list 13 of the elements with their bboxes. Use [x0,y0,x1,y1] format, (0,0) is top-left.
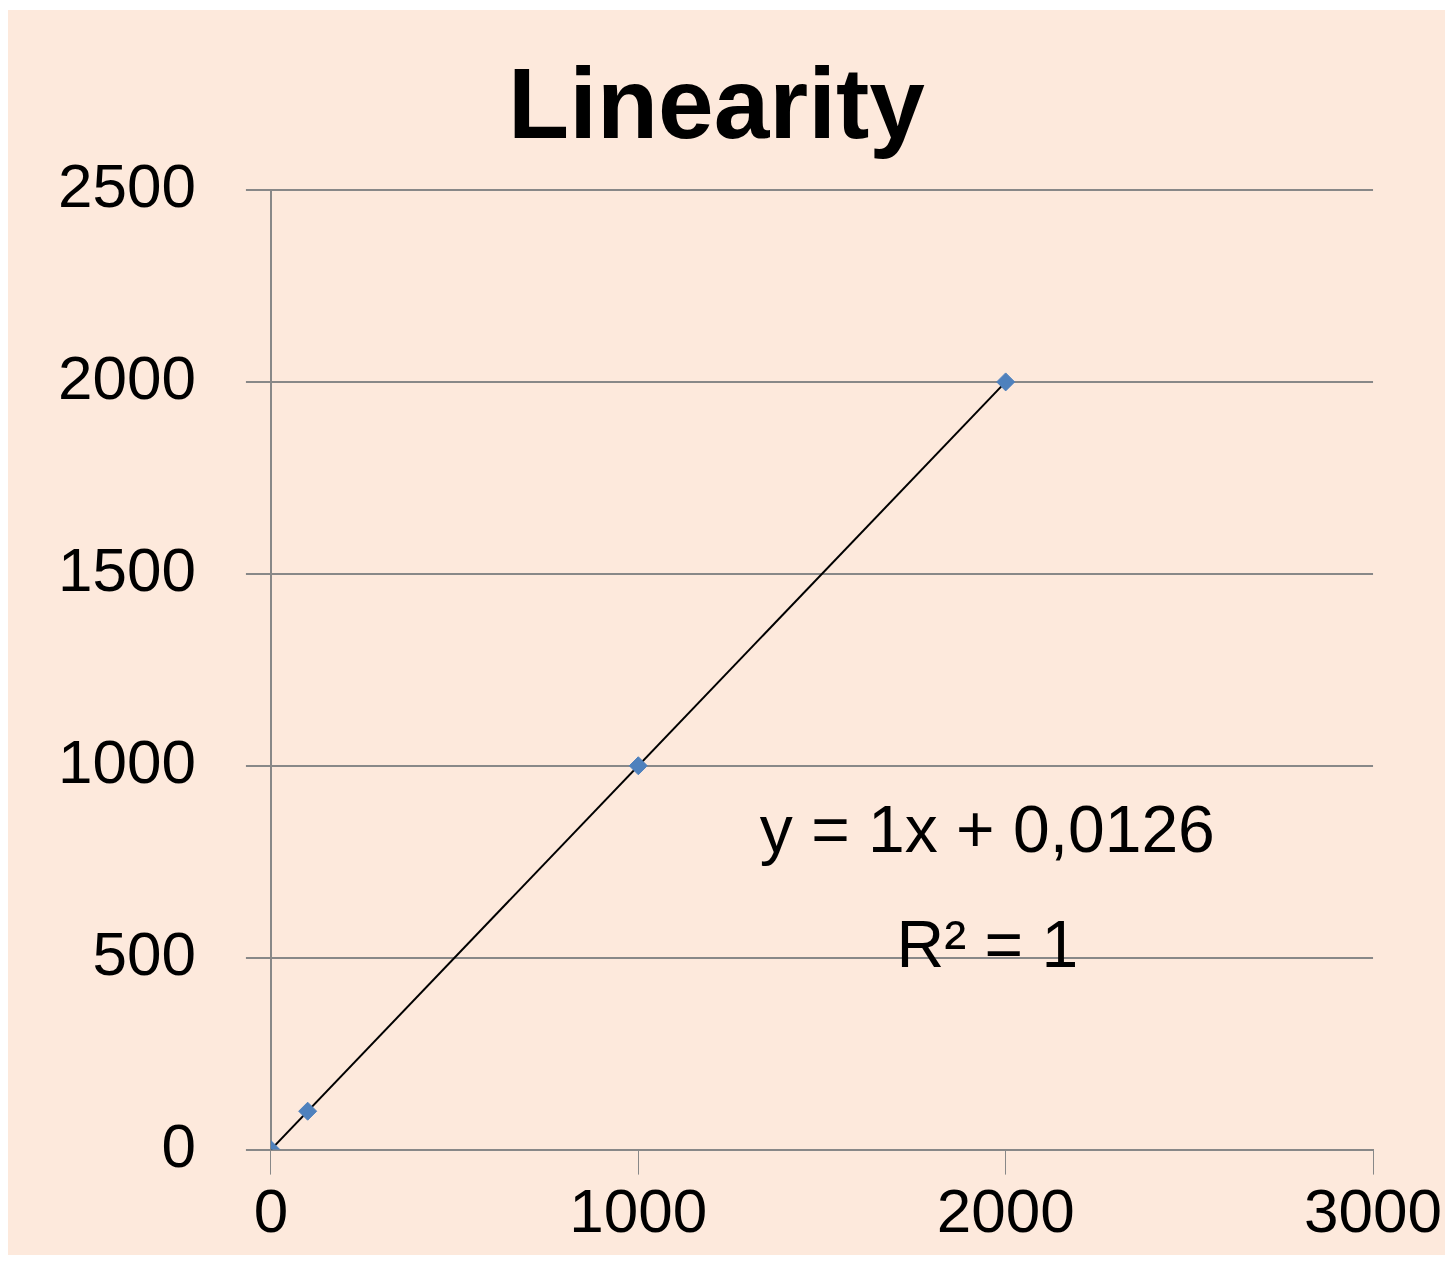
y-tick-label: 0 [161,1110,196,1180]
y-tick-label: 500 [92,918,196,988]
y-tick-label: 2000 [57,343,196,413]
y-tick-label: 1000 [57,726,196,796]
x-tick-label: 2000 [936,1175,1075,1245]
y-tick-label: 2500 [57,151,196,221]
annotation: R² = 1 [896,907,1079,982]
y-tick-label: 1500 [57,534,196,604]
annotation: y = 1x + 0,0126 [759,792,1215,867]
chart-title: Linearity [508,46,926,159]
x-tick-label: 3000 [1304,1175,1443,1245]
x-tick-label: 1000 [569,1175,708,1245]
x-tick-label: 0 [253,1175,289,1245]
